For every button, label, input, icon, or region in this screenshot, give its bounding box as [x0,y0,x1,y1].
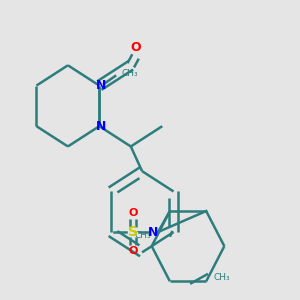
Text: N: N [96,120,106,133]
Text: O: O [128,247,137,256]
Text: O: O [128,208,137,218]
Text: S: S [128,225,138,239]
Text: O: O [130,41,141,54]
Text: N: N [96,79,106,92]
Text: CH₃: CH₃ [122,69,138,78]
Text: N: N [148,226,158,238]
Text: CH₃: CH₃ [213,273,230,282]
Text: CH₃: CH₃ [135,231,152,240]
